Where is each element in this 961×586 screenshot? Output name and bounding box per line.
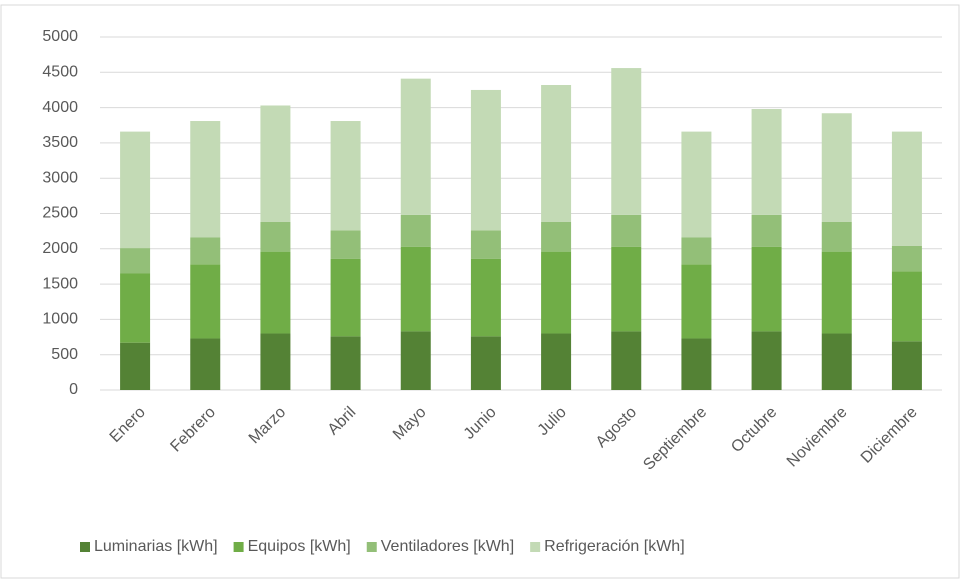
y-tick-label: 4500 <box>42 64 78 81</box>
bar-segment <box>541 251 572 334</box>
y-tick-label: 0 <box>69 381 78 398</box>
y-tick-label: 1000 <box>42 311 78 328</box>
bar-segment <box>260 333 291 390</box>
bar-segment <box>400 331 431 390</box>
bar-segment <box>330 121 361 231</box>
y-tick-label: 4000 <box>42 99 78 116</box>
bar-segment <box>541 85 572 222</box>
legend-swatch <box>233 542 244 552</box>
bar-segment <box>611 246 642 332</box>
legend-swatch <box>366 542 377 552</box>
bar-segment <box>120 342 151 390</box>
bar-segment <box>190 264 221 339</box>
y-tick-label: 500 <box>51 346 78 363</box>
legend-label: Luminarias [kWh] <box>94 538 218 555</box>
bar-segment <box>470 336 501 390</box>
bar-segment <box>891 245 922 272</box>
bar-segment <box>821 333 852 390</box>
bar-segment <box>611 331 642 390</box>
y-tick-label: 5000 <box>42 28 78 45</box>
y-tick-label: 2500 <box>42 205 78 222</box>
bar-segment <box>400 78 431 215</box>
bar-segment <box>400 246 431 332</box>
bar-segment <box>891 341 922 390</box>
bar-segment <box>120 248 151 274</box>
bar-segment <box>751 246 782 332</box>
bar-segment <box>470 89 501 231</box>
bar-segment <box>541 221 572 252</box>
bar-segment <box>681 131 712 238</box>
legend-swatch <box>80 542 90 552</box>
bar-segment <box>470 230 501 259</box>
legend-swatch <box>530 542 541 552</box>
bar-segment <box>611 214 642 247</box>
legend-label: Ventiladores [kWh] <box>381 538 514 555</box>
bar-segment <box>260 221 291 252</box>
bar-segment <box>330 336 361 390</box>
bar-segment <box>190 237 221 265</box>
bar-segment <box>260 251 291 334</box>
y-tick-label: 3500 <box>42 134 78 151</box>
bar-segment <box>120 273 151 343</box>
bar-segment <box>120 131 151 249</box>
bar-segment <box>751 331 782 390</box>
bar-segment <box>751 214 782 247</box>
legend-label: Equipos [kWh] <box>248 538 351 555</box>
bar-segment <box>190 338 221 390</box>
legend-label: Refrigeración [kWh] <box>544 538 685 555</box>
bar-segment <box>611 68 642 215</box>
bar-segment <box>681 338 712 390</box>
y-tick-label: 2000 <box>42 240 78 257</box>
bar-segment <box>681 237 712 265</box>
bar-segment <box>400 214 431 247</box>
bar-segment <box>751 109 782 215</box>
y-tick-label: 1500 <box>42 275 78 292</box>
y-tick-label: 3000 <box>42 169 78 186</box>
bar-segment <box>330 258 361 337</box>
bar-segment <box>330 230 361 259</box>
bar-segment <box>891 271 922 342</box>
bar-segment <box>260 105 291 222</box>
bar-segment <box>470 258 501 337</box>
bar-segment <box>190 121 221 238</box>
bar-segment <box>681 264 712 339</box>
bar-segment <box>821 221 852 252</box>
bar-segment <box>821 251 852 334</box>
bar-segment <box>891 131 922 246</box>
bar-segment <box>541 333 572 390</box>
bar-segment <box>821 113 852 222</box>
